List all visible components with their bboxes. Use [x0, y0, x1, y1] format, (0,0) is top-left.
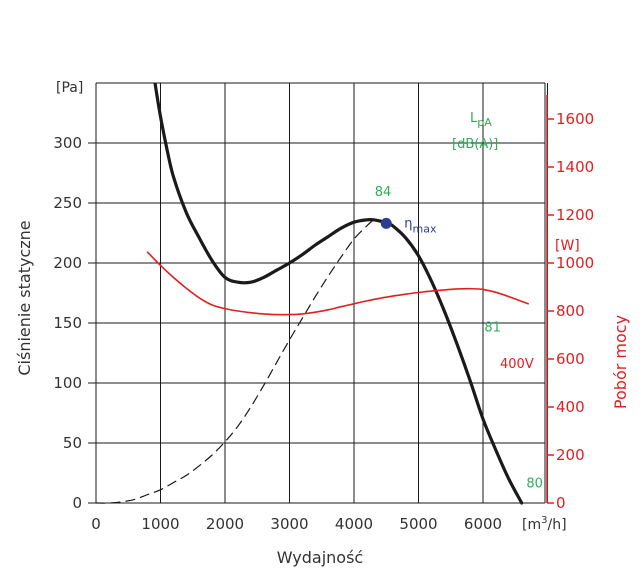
eta-max-point	[380, 217, 392, 229]
y-unit: [Pa]	[56, 80, 83, 96]
x-unit-prefix: [m	[522, 517, 541, 533]
y-tick-label: 150	[53, 314, 82, 332]
y2-tick-label: 800	[556, 302, 585, 320]
y2-tick-label: 1400	[556, 158, 594, 176]
y2-tick-label: 1200	[556, 206, 594, 224]
sound-level-label: 81	[484, 320, 501, 335]
y-tick-label: 300	[53, 134, 82, 152]
x-unit-suffix: /h]	[547, 517, 566, 533]
efficiency-reference-curve	[95, 219, 374, 504]
power-curve	[146, 251, 529, 316]
y-tick-label: 50	[63, 434, 82, 452]
eta-sub: max	[413, 222, 437, 235]
sound-legend-symbol: LpA	[470, 111, 492, 129]
y2-tick-label: 0	[556, 494, 566, 512]
sound-level-label: 80	[526, 476, 543, 491]
y-tick-label: 0	[72, 494, 82, 512]
x-unit: [m3/h]	[522, 515, 567, 533]
y2-tick-label: 1000	[556, 254, 594, 272]
x-tick-label: 2000	[206, 515, 244, 533]
y2-unit: [W]	[555, 238, 580, 254]
power-curve-label: 400V	[500, 357, 534, 372]
x-tick-label: 1000	[141, 515, 179, 533]
y2-tick-label: 600	[556, 350, 585, 368]
y-tick-label: 100	[53, 374, 82, 392]
y2-tick-label: 200	[556, 446, 585, 464]
y2-axis-ticks: 0 200 400 600 800 1000 1200 1400 1600	[546, 95, 594, 512]
sound-legend-letter: L	[470, 111, 478, 126]
chart-markers: ηmax 84 81 80	[375, 185, 543, 492]
y2-tick-label: 1600	[556, 110, 594, 128]
pressure-curve	[153, 83, 524, 505]
x-axis-ticks: 0 1000 2000 3000 4000 5000 6000	[91, 515, 502, 533]
y2-axis-label: Pobór mocy	[611, 315, 630, 409]
series-layer: 400V	[95, 83, 534, 505]
sound-legend: LpA [dB(A)]	[452, 111, 498, 152]
x-tick-label: 4000	[335, 515, 373, 533]
x-tick-label: 3000	[270, 515, 308, 533]
x-tick-label: 5000	[399, 515, 437, 533]
y-axis-ticks: 0 50 100 150 200 250 300	[53, 134, 96, 512]
y-tick-label: 200	[53, 254, 82, 272]
eta-max-label: ηmax	[404, 216, 437, 235]
eta-symbol: η	[404, 216, 412, 231]
x-axis-label: Wydajność	[277, 548, 363, 567]
x-tick-label: 0	[91, 515, 101, 533]
sound-legend-sub: pA	[477, 116, 492, 129]
x-tick-label: 6000	[464, 515, 502, 533]
y2-tick-label: 400	[556, 398, 585, 416]
sound-legend-unit: [dB(A)]	[452, 137, 498, 152]
sound-level-label: 84	[375, 185, 392, 200]
y-tick-label: 250	[53, 194, 82, 212]
y-axis-label: Ciśnienie statyczne	[15, 220, 34, 375]
x-unit-sup: 3	[541, 515, 547, 526]
